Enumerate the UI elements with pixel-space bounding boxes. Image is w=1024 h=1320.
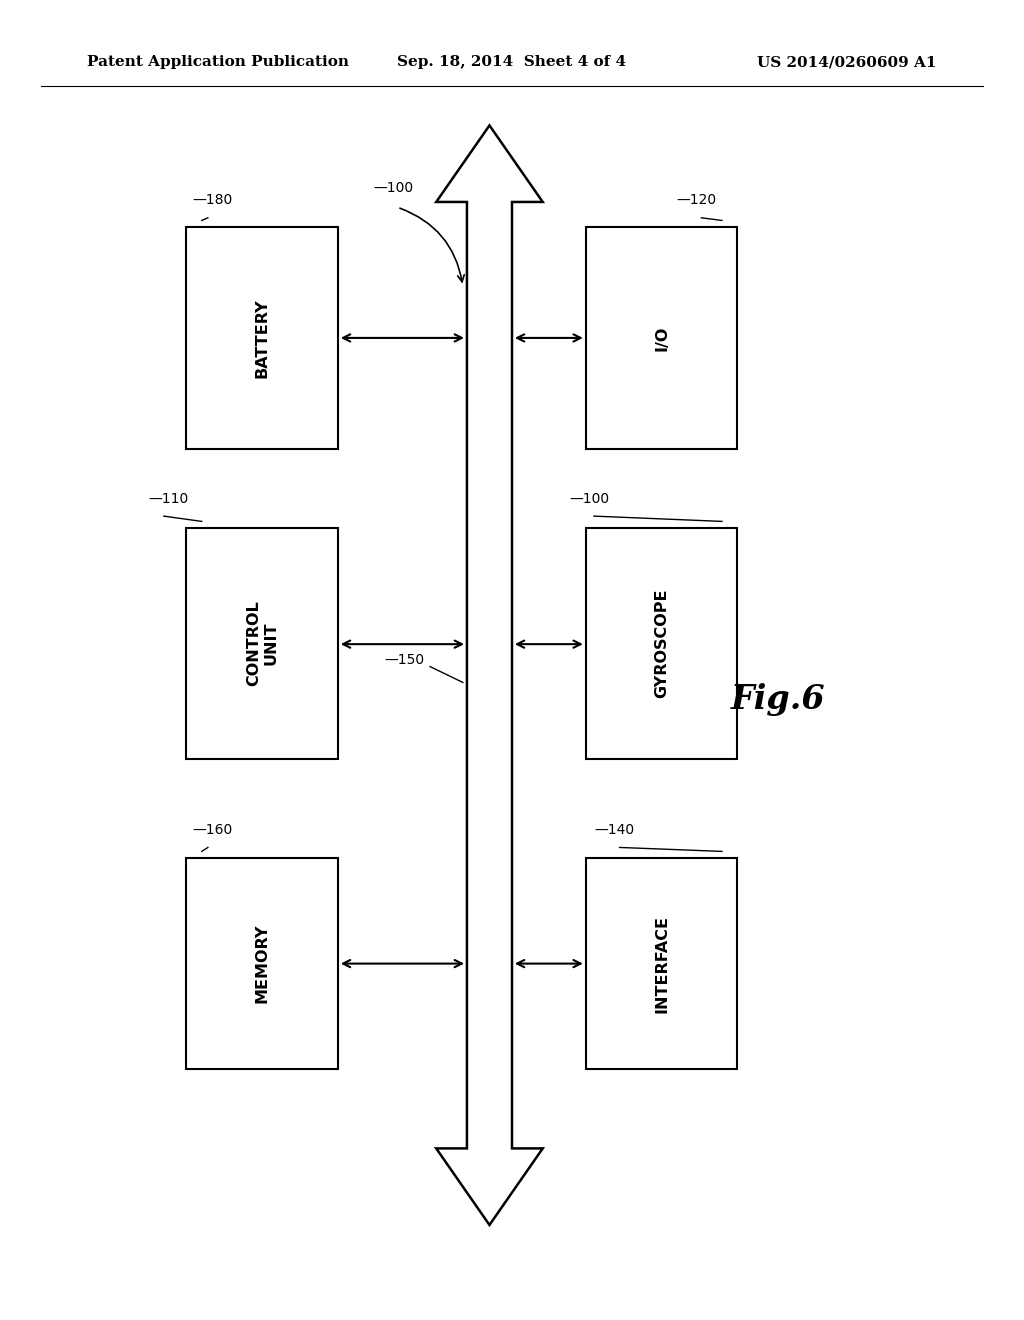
Bar [186, 858, 338, 1069]
Text: —100: —100 [374, 181, 414, 195]
Text: —140: —140 [595, 822, 635, 837]
Bar [586, 227, 737, 449]
Bar [186, 227, 338, 449]
Text: CONTROL
UNIT: CONTROL UNIT [246, 601, 279, 686]
Text: I/O: I/O [654, 325, 669, 351]
Text: —120: —120 [677, 193, 717, 207]
Bar [586, 528, 737, 759]
Text: INTERFACE: INTERFACE [654, 915, 669, 1012]
Text: —110: —110 [148, 491, 188, 506]
Polygon shape [436, 125, 543, 1225]
Text: Sep. 18, 2014  Sheet 4 of 4: Sep. 18, 2014 Sheet 4 of 4 [397, 55, 627, 70]
Text: —160: —160 [193, 822, 232, 837]
Text: BATTERY: BATTERY [255, 298, 269, 378]
Text: US 2014/0260609 A1: US 2014/0260609 A1 [758, 55, 937, 70]
Text: —180: —180 [193, 193, 232, 207]
Text: GYROSCOPE: GYROSCOPE [654, 589, 669, 698]
Text: —150: —150 [385, 653, 425, 667]
Bar [586, 858, 737, 1069]
Text: MEMORY: MEMORY [255, 924, 269, 1003]
Text: Patent Application Publication: Patent Application Publication [87, 55, 349, 70]
Bar [186, 528, 338, 759]
Text: Fig.6: Fig.6 [731, 684, 825, 715]
Text: —100: —100 [569, 491, 609, 506]
